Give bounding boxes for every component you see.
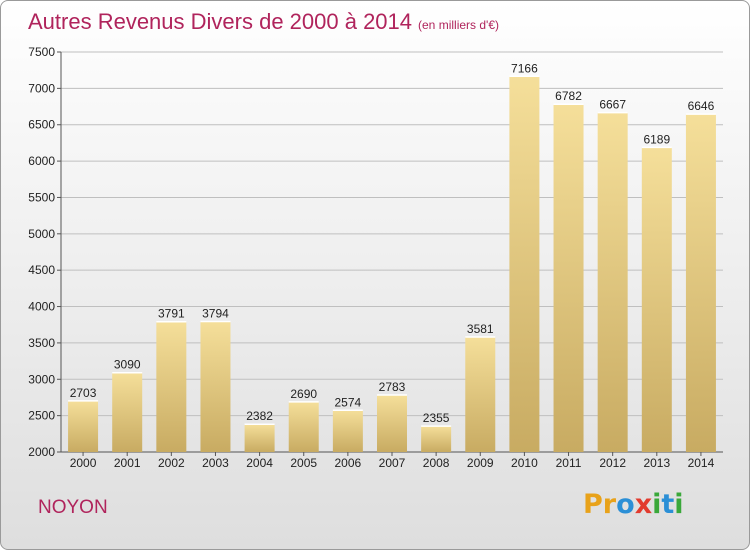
- x-tick-label: 2006: [335, 456, 362, 470]
- title-text: Autres Revenus Divers de 2000 à 2014: [28, 9, 413, 34]
- bar-value-label: 2703: [70, 386, 97, 400]
- bar: [553, 104, 584, 452]
- chart-title: Autres Revenus Divers de 2000 à 2014 (en …: [28, 9, 499, 35]
- y-tick-label: 7500: [28, 45, 55, 59]
- x-tick-label: 2002: [158, 456, 185, 470]
- bar-value-label: 3581: [467, 322, 494, 336]
- bar: [377, 395, 407, 452]
- commune-name: NOYON: [38, 497, 108, 518]
- bar: [597, 112, 628, 452]
- x-tick-label: 2010: [511, 456, 538, 470]
- bar: [465, 337, 496, 452]
- logo-letter: r: [602, 489, 617, 520]
- subtitle-text: (en milliers d'€): [418, 18, 499, 32]
- bar-value-label: 7166: [511, 61, 538, 75]
- bar-value-label: 3791: [158, 307, 185, 321]
- bar-value-label: 6189: [643, 132, 670, 146]
- bar: [112, 372, 143, 452]
- x-tick-label: 2014: [688, 456, 715, 470]
- y-tick-label: 3500: [28, 336, 55, 350]
- bar-value-label: 2382: [246, 409, 273, 423]
- bar: [509, 76, 540, 453]
- y-tick-label: 7000: [28, 81, 55, 95]
- bar: [200, 321, 231, 452]
- y-tick-label: 2500: [28, 409, 55, 423]
- logo-letter: t: [661, 489, 675, 520]
- bar-value-label: 6646: [688, 99, 715, 113]
- bar: [156, 321, 187, 452]
- bar-value-label: 2355: [423, 411, 450, 425]
- x-tick-label: 2003: [202, 456, 229, 470]
- bar-value-label: 2574: [335, 395, 362, 409]
- bar: [421, 426, 452, 452]
- x-tick-label: 2001: [114, 456, 141, 470]
- x-tick-label: 2007: [379, 456, 406, 470]
- bar-value-label: 6667: [599, 98, 626, 112]
- y-tick-label: 4000: [28, 300, 55, 314]
- logo-letter: i: [652, 489, 662, 520]
- y-tick-label: 6000: [28, 154, 55, 168]
- bar: [641, 147, 672, 452]
- bar: [332, 410, 363, 452]
- bars: [68, 75, 716, 453]
- y-tick-label: 4500: [28, 263, 55, 277]
- bar: [288, 401, 319, 452]
- bar: [685, 114, 716, 452]
- y-tick-label: 3000: [28, 372, 55, 386]
- bar-value-label: 2690: [290, 387, 317, 401]
- logo-letter: x: [634, 489, 653, 520]
- x-tick-label: 2005: [290, 456, 317, 470]
- y-tick-label: 6500: [28, 118, 55, 132]
- logo-letter: o: [616, 489, 635, 520]
- bar: [68, 400, 99, 452]
- y-tick-label: 5500: [28, 190, 55, 204]
- bar-value-label: 3794: [202, 307, 229, 321]
- x-tick-label: 2009: [467, 456, 494, 470]
- bar: [244, 424, 275, 452]
- logo-letter: P: [583, 489, 603, 520]
- x-tick-label: 2008: [423, 456, 450, 470]
- bar-value-label: 2783: [379, 380, 406, 394]
- x-tick-label: 2000: [70, 456, 97, 470]
- proxiti-logo: Proxiti: [583, 489, 684, 520]
- x-tick-label: 2013: [643, 456, 670, 470]
- x-tick-label: 2004: [246, 456, 273, 470]
- labels: 2000 2500 3000 3500 4000 4500 5000 5500 6000 6500…: [28, 45, 714, 470]
- y-tick-label: 2000: [28, 445, 55, 459]
- bar-value-label: 3090: [114, 358, 141, 372]
- logo-letter: i: [674, 489, 684, 520]
- bar-value-label: 6782: [555, 89, 582, 103]
- x-tick-label: 2011: [556, 456, 582, 470]
- x-tick-label: 2012: [599, 456, 626, 470]
- y-tick-label: 5000: [28, 227, 55, 241]
